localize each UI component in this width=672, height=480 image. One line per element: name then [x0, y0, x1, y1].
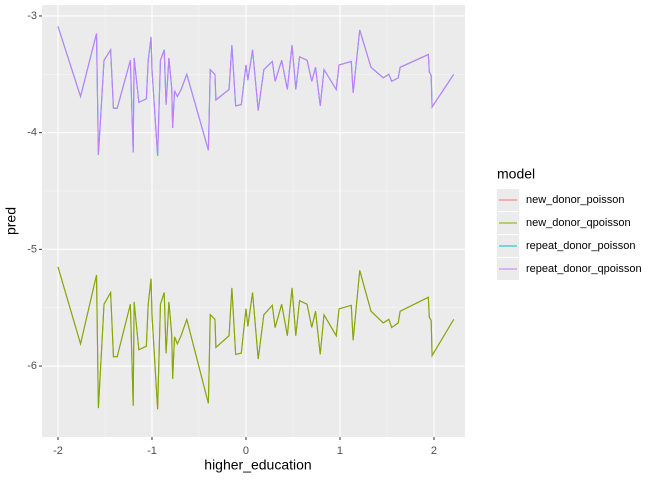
- y-tick-label: -3: [27, 10, 37, 22]
- legend-label: new_donor_qpoisson: [526, 217, 631, 229]
- legend-label: repeat_donor_qpoisson: [526, 263, 642, 275]
- series-line: [57, 266, 455, 410]
- x-tick-label: 2: [431, 445, 437, 457]
- x-axis-title: higher_education: [204, 457, 311, 473]
- y-tick-label: -4: [27, 127, 37, 139]
- series-line: [57, 26, 455, 157]
- x-tick-label: 1: [337, 445, 343, 457]
- x-tick-label: -1: [147, 445, 157, 457]
- legend-label: new_donor_poisson: [526, 194, 624, 206]
- x-tick-label: -2: [53, 445, 63, 457]
- plot-panel: [42, 5, 465, 437]
- y-axis-title: pred: [3, 207, 19, 235]
- y-tick-label: -6: [27, 360, 37, 372]
- legend-title: model: [497, 166, 535, 182]
- legend-label: repeat_donor_poisson: [526, 240, 635, 252]
- y-tick-label: -5: [27, 243, 37, 255]
- x-tick-label: 0: [243, 445, 249, 457]
